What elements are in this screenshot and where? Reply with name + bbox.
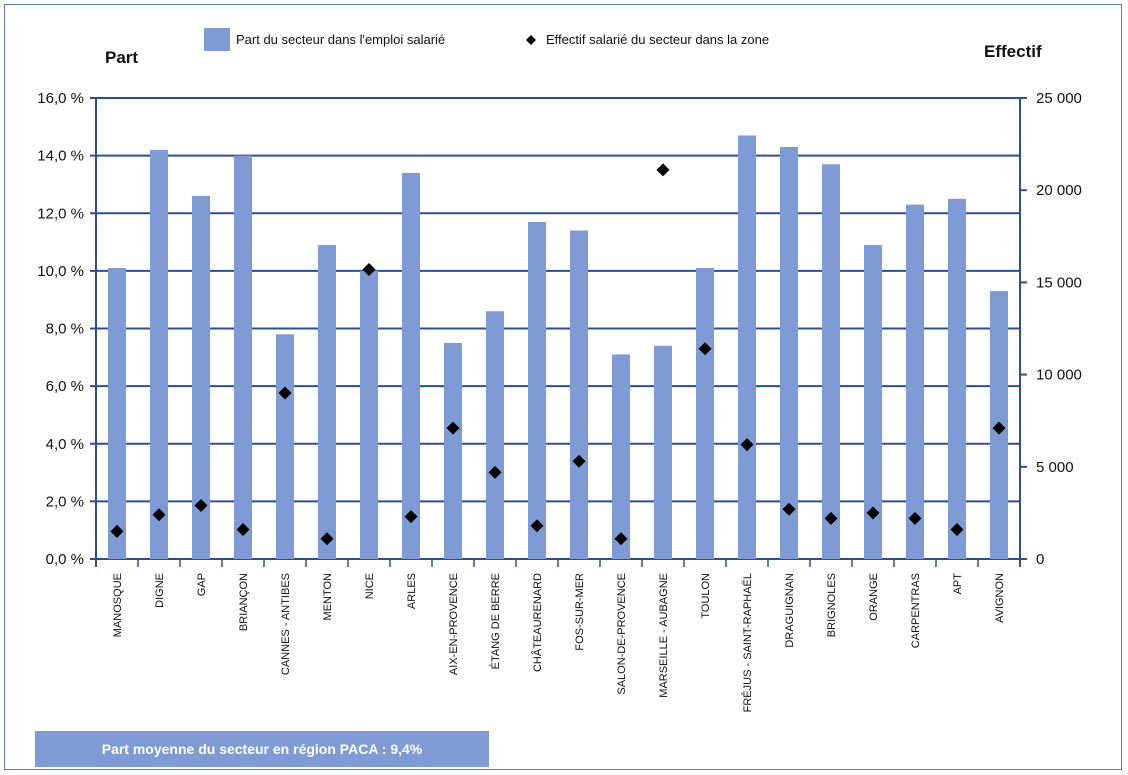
point	[488, 465, 502, 479]
bar	[486, 311, 504, 559]
x-tick-label: ÉTANG DE BERRE	[489, 573, 502, 669]
bar	[318, 244, 336, 559]
bar	[528, 221, 546, 560]
bar	[108, 267, 126, 559]
x-tick-label: ARLES	[406, 573, 418, 609]
x-tick-label: DIGNE	[154, 573, 166, 608]
y-left-tick-label: 6,0 %	[46, 378, 84, 395]
bar	[906, 204, 924, 559]
x-tick-label: MANOSQUE	[112, 573, 124, 637]
bar	[738, 135, 756, 560]
x-tick-label: AVIGNON	[994, 573, 1006, 623]
bar	[864, 244, 882, 559]
x-tick-label: CHÂTEAURENARD	[531, 573, 544, 672]
x-tick-label: BRIANÇON	[238, 573, 250, 631]
point	[236, 522, 250, 536]
bar	[696, 267, 714, 559]
y-left-tick-label: 12,0 %	[37, 205, 84, 222]
x-tick-label: FOS-SUR-MER	[574, 573, 586, 651]
point	[698, 342, 712, 356]
x-tick-label: FRÉJUS - SAINT-RAPHAËL	[741, 573, 754, 712]
right-axis-title: Effectif	[984, 42, 1042, 61]
y-right-tick-label: 15 000	[1036, 274, 1082, 291]
y-right-tick-label: 0	[1036, 551, 1044, 568]
legend-bar-label: Part du secteur dans l'emploi salarié	[236, 32, 445, 47]
bar	[444, 342, 462, 559]
x-tick-label: BRIGNOLES	[826, 573, 838, 637]
x-tick-label: AIX-EN-PROVENCE	[448, 573, 460, 675]
bar	[654, 345, 672, 559]
y-right-tick-label: 5 000	[1036, 459, 1074, 476]
bar	[948, 198, 966, 559]
point	[824, 511, 838, 525]
x-tick-label: GAP	[196, 573, 208, 596]
point	[572, 454, 586, 468]
y-right-tick-label: 20 000	[1036, 182, 1082, 199]
point	[320, 532, 334, 546]
point	[110, 524, 124, 538]
x-tick-label: CANNES - ANTIBES	[280, 573, 292, 675]
x-tick-label: DRAGUIGNAN	[784, 573, 796, 648]
average-note: Part moyenne du secteur en région PACA :…	[35, 731, 489, 767]
left-axis-title: Part	[105, 48, 139, 67]
point	[950, 522, 964, 536]
y-left-tick-label: 10,0 %	[37, 263, 84, 280]
legend-point-label: Effectif salarié du secteur dans la zone	[546, 32, 769, 47]
point	[404, 510, 418, 524]
bar	[150, 149, 168, 560]
y-left-tick-label: 2,0 %	[46, 493, 84, 510]
bar	[402, 172, 420, 559]
x-tick-label: CARPENTRAS	[910, 573, 922, 648]
point	[740, 438, 754, 452]
point	[908, 511, 922, 525]
point	[446, 421, 460, 435]
x-tick-label: SALON-DE-PROVENCE	[616, 573, 628, 695]
bar	[822, 164, 840, 560]
bar	[780, 146, 798, 559]
y-right-tick-label: 25 000	[1036, 90, 1082, 107]
x-tick-label: APT	[952, 573, 964, 595]
point	[866, 506, 880, 520]
y-right-tick-label: 10 000	[1036, 367, 1082, 384]
point	[362, 262, 376, 276]
legend-point-swatch	[526, 35, 536, 45]
bar	[570, 230, 588, 559]
y-left-tick-label: 16,0 %	[37, 90, 84, 107]
legend-bar-swatch	[204, 28, 230, 51]
bar	[234, 155, 252, 559]
point	[992, 421, 1006, 435]
point	[530, 519, 544, 533]
x-tick-label: NICE	[364, 573, 376, 599]
x-tick-label: MENTON	[322, 573, 334, 621]
point	[656, 163, 670, 177]
y-left-tick-label: 8,0 %	[46, 321, 84, 338]
x-tick-label: ORANGE	[868, 573, 880, 621]
point	[278, 386, 292, 400]
bar	[192, 195, 210, 559]
bar	[276, 334, 294, 559]
y-left-tick-label: 4,0 %	[46, 436, 84, 453]
x-tick-label: TOULON	[700, 573, 712, 619]
x-tick-label: MARSEILLE - AUBAGNE	[658, 573, 670, 698]
point	[152, 508, 166, 522]
point	[614, 532, 628, 546]
bar	[360, 270, 378, 559]
point	[194, 499, 208, 513]
point	[782, 502, 796, 516]
y-left-tick-label: 14,0 %	[37, 148, 84, 165]
bar	[612, 354, 630, 559]
y-left-tick-label: 0,0 %	[46, 551, 84, 568]
